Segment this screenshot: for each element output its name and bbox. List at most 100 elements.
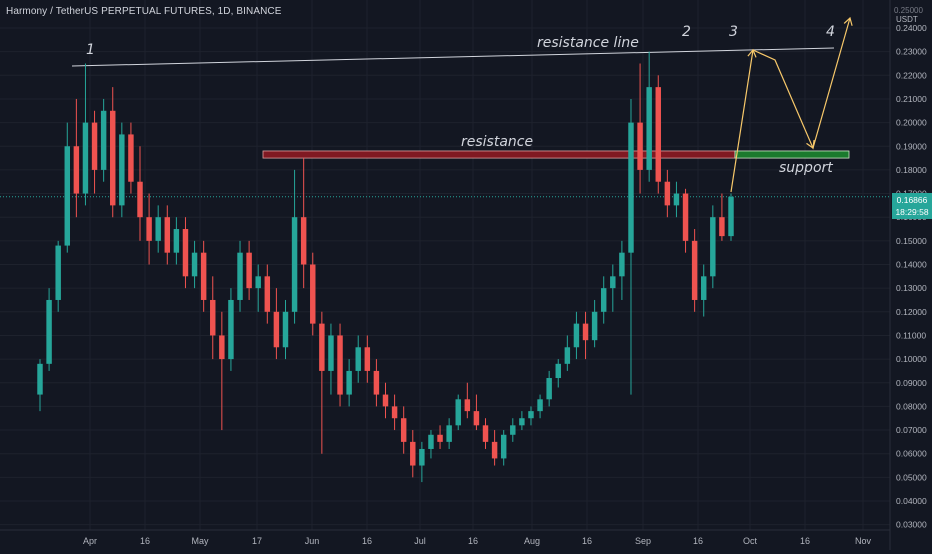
candle-body (146, 217, 152, 241)
candle-body (664, 181, 671, 206)
y-tick-label: 0.03000 (896, 520, 927, 530)
candle-body (319, 323, 325, 371)
candle-body (191, 252, 198, 277)
candle-body (500, 434, 507, 459)
candle-body (719, 217, 725, 237)
candle-body (691, 240, 698, 300)
x-tick-label: Apr (83, 536, 97, 546)
y-tick-label: 0.24000 (896, 23, 927, 33)
x-tick-label: 16 (362, 536, 372, 546)
x-tick-label: Jun (305, 536, 320, 546)
candle-body (637, 122, 643, 170)
candle-body (546, 378, 552, 400)
candle-body (537, 399, 543, 412)
x-tick-label: 16 (468, 536, 478, 546)
candle-body (100, 110, 107, 170)
y-tick-label: 0.14000 (896, 260, 927, 270)
wave-label-4: 4 (826, 24, 835, 40)
candle-body (510, 425, 516, 435)
candle-body (346, 370, 352, 395)
candle-body (119, 134, 125, 206)
resistance-zone (262, 150, 736, 159)
candle-body (673, 193, 680, 206)
candle-body (437, 434, 443, 442)
candle-body (328, 335, 334, 371)
x-tick-label: 16 (140, 536, 150, 546)
candle-body (337, 335, 343, 395)
y-tick-label: 0.13000 (896, 283, 927, 293)
wave-label-2: 2 (682, 24, 691, 40)
y-tick-label: 0.06000 (896, 449, 927, 459)
candle-body (219, 335, 225, 360)
candle-body (491, 441, 498, 459)
x-tick-label: Oct (743, 536, 758, 546)
candle-body (264, 276, 271, 312)
arrowhead-support-retest (806, 139, 815, 150)
top-price-label: 0.25000 (894, 6, 923, 15)
candle-body (446, 425, 452, 442)
projection-path (730, 17, 851, 193)
candle-body (228, 299, 234, 360)
candle-body (700, 276, 707, 300)
candle-body (682, 193, 689, 241)
candle-body (91, 122, 98, 170)
candle-body (646, 87, 652, 170)
candle-body (173, 229, 180, 253)
x-tick-label: Sep (635, 536, 651, 546)
y-tick-label: 0.18000 (896, 165, 927, 175)
candle-body (610, 276, 616, 289)
candle-body (564, 347, 571, 364)
y-tick-label: 0.21000 (896, 94, 927, 104)
candle-body (555, 363, 561, 379)
candle-body (391, 406, 398, 419)
candle-body (55, 245, 61, 300)
candle-body (482, 425, 489, 442)
y-tick-label: 0.15000 (896, 236, 927, 246)
candle-body (600, 288, 607, 312)
price-unit-label: 0.25000 USDT (894, 6, 923, 24)
last-price-value: 0.16866 (896, 195, 928, 205)
candle-body (273, 311, 280, 348)
candle-body (373, 370, 380, 395)
candle-body (73, 146, 80, 194)
x-tick-label: 16 (800, 536, 810, 546)
candle-body (582, 323, 589, 341)
y-tick-label: 0.11000 (896, 330, 926, 340)
candle-body (200, 252, 207, 300)
unit-text: USDT (896, 15, 918, 24)
x-tick-label: Aug (524, 536, 540, 546)
support-zone (734, 150, 850, 159)
resistance-line-label: resistance line (537, 35, 639, 51)
candle-body (237, 252, 243, 300)
candle-body (428, 434, 434, 449)
resistance-label: resistance (461, 134, 533, 150)
x-tick-label: 16 (582, 536, 592, 546)
candle-body (82, 122, 89, 194)
x-tick-label: May (191, 536, 209, 546)
chart-title: Harmony / TetherUS PERPETUAL FUTURES, 1D… (6, 6, 282, 17)
wave-label-3: 3 (729, 24, 738, 40)
arrowhead-wave-3 (747, 48, 757, 58)
x-tick-label: Nov (855, 536, 872, 546)
candle-body (419, 448, 425, 466)
y-tick-label: 0.09000 (896, 378, 927, 388)
x-tick-label: Jul (414, 536, 426, 546)
candle-body (355, 347, 361, 371)
candle-body (164, 217, 171, 253)
candle-body (64, 146, 71, 246)
last-price-tag: 0.16866 18:29:58 (892, 193, 932, 219)
candle-body (46, 299, 52, 364)
candle-body (473, 411, 480, 426)
arrowhead-wave-4 (843, 16, 853, 26)
candle-body (210, 299, 216, 336)
candle-body (573, 323, 580, 348)
x-tick-label: 17 (252, 536, 262, 546)
candle-body (282, 311, 289, 348)
resistance-line (71, 47, 835, 67)
candle-body (410, 441, 416, 466)
candle-body (519, 418, 525, 426)
candle-body (364, 347, 371, 371)
